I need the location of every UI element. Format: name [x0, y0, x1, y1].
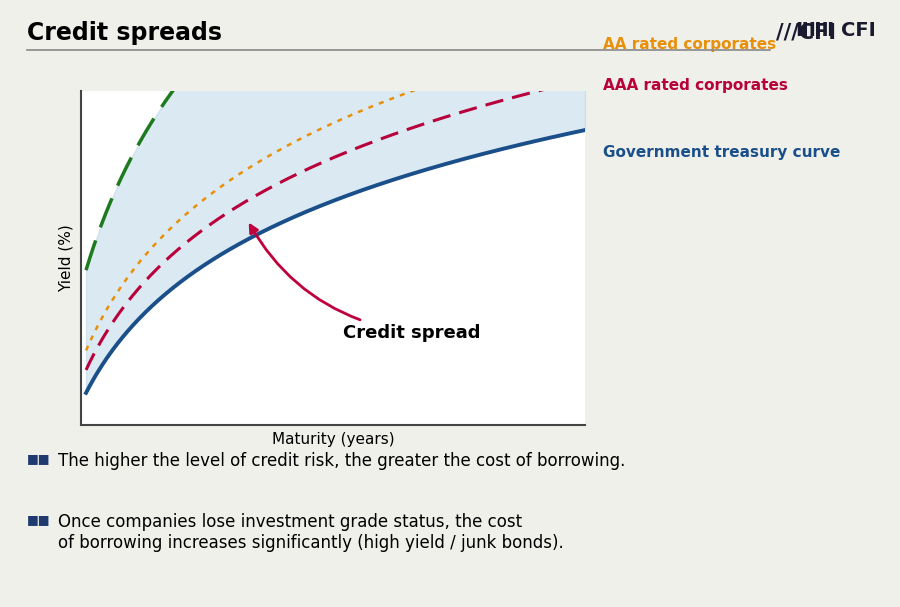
Text: ■■: ■■	[27, 452, 50, 465]
Y-axis label: Yield (%): Yield (%)	[59, 224, 74, 292]
X-axis label: Maturity (years): Maturity (years)	[272, 432, 394, 447]
Text: The higher the level of credit risk, the greater the cost of borrowing.: The higher the level of credit risk, the…	[58, 452, 625, 470]
Text: Once companies lose investment grade status, the cost
of borrowing increases sig: Once companies lose investment grade sta…	[58, 513, 564, 552]
Text: AAA rated corporates: AAA rated corporates	[603, 78, 788, 93]
Text: Credit spreads: Credit spreads	[27, 21, 222, 46]
Text: Government treasury curve: Government treasury curve	[603, 146, 841, 160]
Text: ■■: ■■	[27, 513, 50, 526]
Text: Credit spread: Credit spread	[250, 225, 481, 342]
Text: ///CFI: ///CFI	[776, 22, 836, 42]
Text: AA rated corporates: AA rated corporates	[603, 37, 776, 52]
Text: ⅡⅡⅡ CFI: ⅡⅡⅡ CFI	[796, 21, 877, 40]
